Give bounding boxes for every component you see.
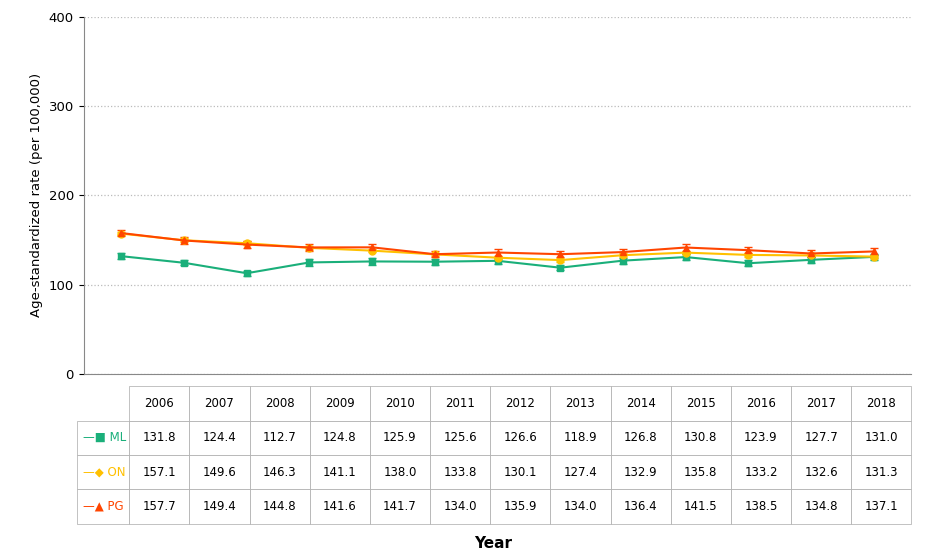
- Text: Year: Year: [474, 536, 512, 551]
- Y-axis label: Age-standardized rate (per 100,000): Age-standardized rate (per 100,000): [30, 73, 43, 317]
